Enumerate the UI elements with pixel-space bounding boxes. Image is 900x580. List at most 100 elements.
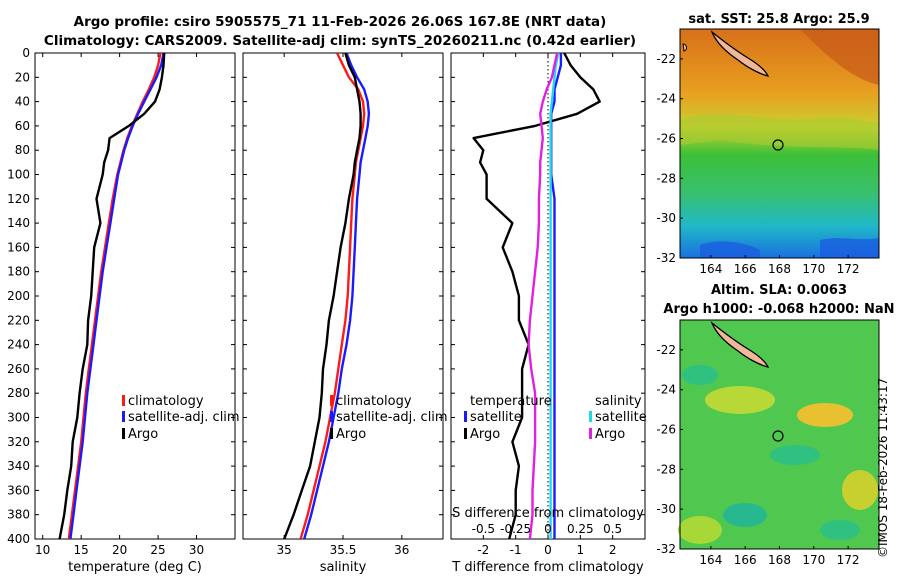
map-x-tick-label: 168: [768, 262, 791, 276]
legend-marker-argo: [122, 428, 125, 439]
map-y-tick-label: -26: [656, 423, 676, 437]
depth-tick-label: 180: [7, 265, 30, 279]
depth-tick-label: 220: [7, 313, 30, 327]
depth-tick-label: 20: [15, 70, 30, 84]
depth-tick-label: 260: [7, 362, 30, 376]
depth-tick-label: 140: [7, 216, 30, 230]
figure-title-line2: Climatology: CARS2009. Satellite-adj cli…: [43, 33, 637, 49]
x-tick-label: 30: [189, 543, 204, 557]
legend-marker-climatology: [330, 395, 333, 406]
series-line-climatology: [67, 53, 162, 539]
depth-tick-label: 40: [15, 95, 30, 109]
series-line-satellite-adj-clim: [303, 53, 371, 539]
legend-marker-t-satellite: [464, 411, 467, 422]
sst-map-ticks: 164 166 168 170 172 -32 -30 -28 -26 -24 -22: [656, 52, 859, 276]
legend-title-salinity: salinity: [595, 394, 642, 409]
sst-warm-corner: [800, 29, 879, 85]
sla-heatmap: [680, 320, 879, 549]
sst-map-panel: sat. SST: 25.8 Argo: 25.9 164 166 168 170 17…: [656, 12, 880, 276]
depth-tick-label: 60: [15, 119, 30, 133]
salinity-x-label: salinity: [320, 560, 367, 575]
sst-map-title: sat. SST: 25.8 Argo: 25.9: [688, 12, 869, 27]
depth-tick-label: 280: [7, 386, 30, 400]
legend-label-satellite: satellite-adj. clim: [336, 410, 448, 425]
legend-label-t-satellite: satellite: [470, 410, 522, 425]
depth-tick-label: 160: [7, 240, 30, 254]
salinity-panel: 35 35.5 36 salinity climatology satellite-…: [242, 52, 448, 575]
sla-map-ticks: 164 166 168 170 172 -32 -30 -28 -26 -24 -22: [656, 343, 859, 567]
map-y-tick-label: -30: [656, 502, 676, 516]
x-tick-label: 2: [609, 543, 617, 557]
map-y-tick-label: -24: [656, 92, 676, 106]
sla-profile-location-marker: [772, 430, 784, 442]
series-line-argo: [283, 53, 362, 539]
s-diff-tick-label: 0: [544, 522, 552, 536]
legend-marker-climatology: [122, 395, 125, 406]
temperature-depth-ticks: 0 20 40 60 80 100 120 140 160 180 200 220 240 260 280 3…: [7, 46, 235, 546]
x-tick-label: 25: [150, 543, 165, 557]
series-line-temperature-argo: [472, 53, 601, 539]
salinity-legend: climatology satellite-adj. clim Argo: [330, 394, 448, 442]
map-x-tick-label: 172: [837, 262, 860, 276]
sla-cool-blob: [770, 445, 820, 465]
map-y-tick-label: -32: [656, 542, 676, 556]
x-tick-label: 20: [112, 543, 127, 557]
series-line-temperature-satellite: [550, 53, 563, 539]
difference-panel: -2 -1 0 1 2 T difference from climatology S …: [450, 52, 647, 575]
depth-tick-label: 320: [7, 435, 30, 449]
map-x-tick-label: 172: [837, 553, 860, 567]
series-line-salinity-argo: [527, 53, 559, 539]
legend-marker-argo: [330, 428, 333, 439]
x-tick-label: 36: [394, 543, 409, 557]
s-diff-tick-label: -0.5: [472, 522, 495, 536]
legend-label-satellite: satellite-adj. clim: [128, 410, 240, 425]
sst-cooler-tongue: [680, 114, 879, 150]
map-y-tick-label: -32: [656, 251, 676, 265]
map-x-tick-label: 164: [699, 553, 722, 567]
x-tick-label: 35: [277, 543, 292, 557]
legend-marker-satellite: [330, 411, 333, 422]
map-y-tick-label: -26: [656, 132, 676, 146]
depth-tick-label: 380: [7, 508, 30, 522]
timestamp-label: ©IMOS 18-Feb-2026 11:43:17: [876, 377, 890, 558]
depth-tick-label: 300: [7, 411, 30, 425]
depth-tick-label: 400: [7, 532, 30, 546]
salinity-y-ticks: [243, 52, 443, 540]
sla-anomaly-blobs: [678, 365, 878, 544]
depth-tick-label: 360: [7, 483, 30, 497]
difference-y-ticks: [451, 52, 645, 540]
s-diff-tick-label: 0.5: [603, 522, 622, 536]
x-tick-label: 1: [577, 543, 585, 557]
sla-warm-blob: [797, 403, 853, 427]
legend-label-argo: Argo: [336, 427, 366, 442]
temperature-x-label: temperature (deg C): [68, 560, 202, 575]
s-difference-label: S difference from climatology: [452, 506, 644, 521]
sla-warm-blob: [705, 386, 775, 414]
sla-warm-blob: [842, 470, 878, 510]
sla-map-title-line1: Altim. SLA: 0.0063: [711, 283, 847, 298]
difference-legend-salinity: salinity satellite Argo: [589, 394, 647, 442]
map-y-tick-label: -22: [656, 343, 676, 357]
series-line-salinity-satellite: [549, 53, 560, 539]
sla-warm-blob: [678, 516, 722, 544]
map-y-tick-label: -28: [656, 171, 676, 185]
s-diff-tick-label: 0.25: [567, 522, 594, 536]
depth-tick-label: 120: [7, 192, 30, 206]
sla-map-panel: Altim. SLA: 0.0063 Argo h1000: -0.068 h2…: [656, 283, 894, 567]
sla-cool-blob: [682, 365, 718, 385]
new-caledonia-island-sla: [710, 320, 770, 368]
map-x-tick-label: 166: [734, 262, 757, 276]
x-tick-label: 0: [544, 543, 552, 557]
map-x-tick-label: 168: [768, 553, 791, 567]
legend-label-argo: Argo: [128, 427, 158, 442]
map-x-tick-label: 166: [734, 553, 757, 567]
sst-profile-location-marker: [772, 139, 784, 151]
x-tick-label: -2: [477, 543, 489, 557]
legend-label-t-argo: Argo: [470, 427, 500, 442]
new-caledonia-island: [710, 29, 770, 77]
legend-marker-satellite: [122, 411, 125, 422]
sla-map-title-line2: Argo h1000: -0.068 h2000: NaN: [663, 302, 894, 317]
difference-x-label: T difference from climatology: [451, 560, 644, 575]
s-difference-tick-labels: -0.5 -0.25 0 0.25 0.5: [472, 522, 623, 536]
